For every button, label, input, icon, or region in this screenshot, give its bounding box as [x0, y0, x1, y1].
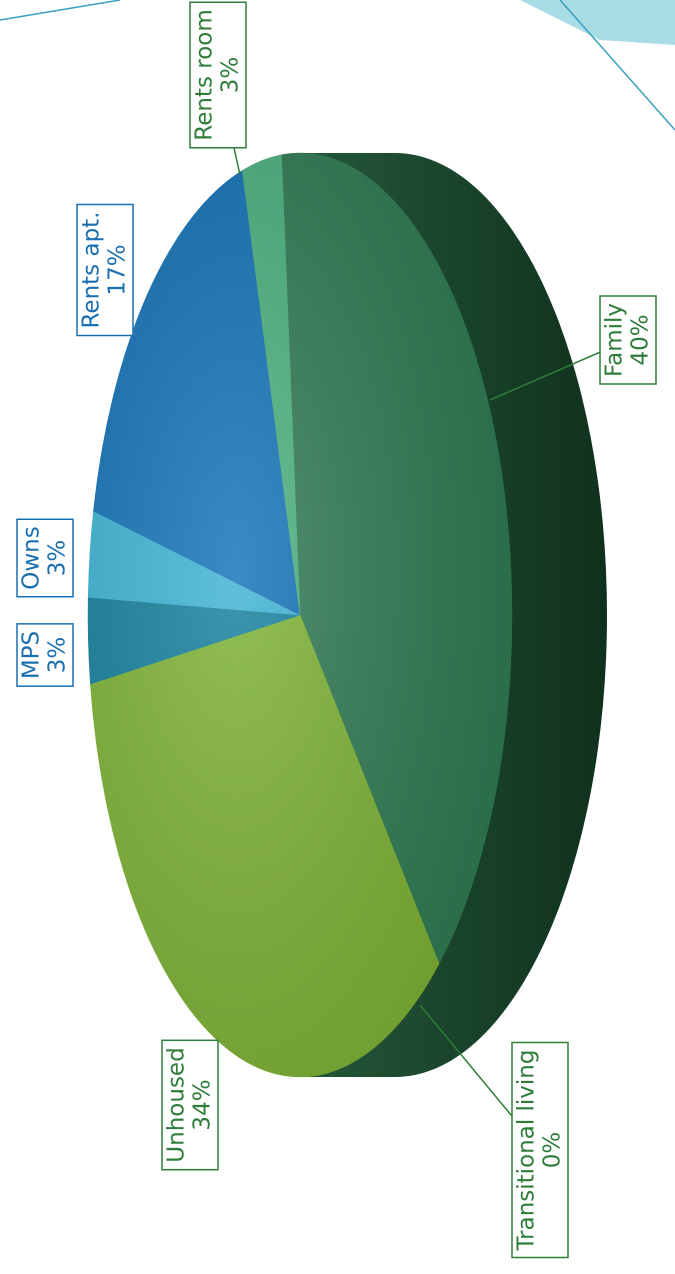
decor-line [0, 0, 121, 21]
slice-label: Rents apt. 17% [76, 203, 134, 337]
label-value: 3% [45, 637, 71, 674]
label-box [76, 203, 134, 337]
label-box [16, 518, 74, 598]
label-box [599, 295, 657, 385]
label-value: 3% [45, 540, 71, 577]
slice-label: Transitional living 0% [511, 1041, 569, 1259]
slice-label: MPS 3% [16, 623, 74, 687]
slice-label: Family 40% [599, 295, 657, 385]
label-category: Transitional living [514, 1050, 540, 1252]
label-box [16, 623, 74, 687]
label-category: Rents apt. [79, 211, 105, 328]
label-value: 0% [540, 1132, 566, 1169]
decor-shape [520, 0, 675, 45]
pie [87, 152, 607, 1078]
slice-label: Owns 3% [16, 518, 74, 598]
label-value: 40% [628, 314, 654, 365]
slice-label: Unhoused 34% [161, 1039, 219, 1171]
slice-label: Rents room 3% [189, 1, 247, 149]
labels: Family 40% Transitional living 0% Unhoused 34… [16, 1, 657, 1259]
label-box [189, 1, 247, 149]
pie-shine [88, 153, 512, 1077]
label-box [161, 1039, 219, 1171]
label-category: Rents room [192, 9, 218, 141]
label-box [511, 1041, 569, 1259]
label-category: Unhoused [164, 1047, 190, 1162]
label-value: 34% [190, 1079, 216, 1130]
decor-line [559, 0, 675, 131]
label-category: Owns [19, 526, 45, 589]
label-value: 17% [105, 244, 131, 295]
label-value: 3% [218, 57, 244, 94]
label-category: Family [602, 303, 628, 377]
label-category: MPS [19, 631, 45, 679]
